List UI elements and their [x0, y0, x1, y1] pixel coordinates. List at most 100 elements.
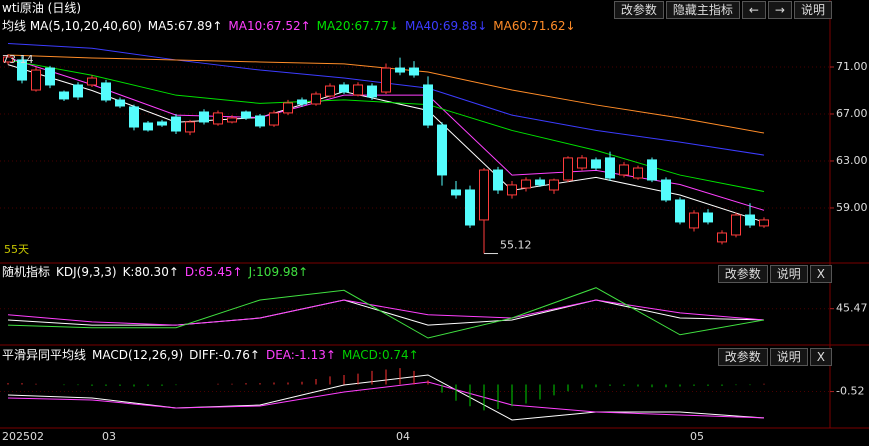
y-tick-label: 67.00 — [836, 107, 868, 120]
candle-body — [3, 56, 13, 63]
toolbar: 改参数 说明 X — [717, 265, 832, 283]
candle-body — [269, 112, 279, 126]
indicator-params: MACD(12,26,9) — [92, 348, 184, 362]
button[interactable]: ← — [741, 1, 766, 19]
button[interactable]: 改参数 — [717, 348, 768, 366]
indicator-line — [7, 59, 765, 193]
button[interactable]: 说明 — [769, 348, 808, 366]
panel-header: 随机指标 KDJ(9,3,3) K:80.30↑ D:65.45↑ J:109.98↑ — [2, 264, 314, 281]
candle-body — [73, 84, 83, 98]
candle-body — [451, 189, 461, 196]
toolbar: 改参数 说明 X — [717, 348, 832, 366]
candle-body — [409, 67, 419, 76]
candle-body — [717, 232, 727, 243]
candle-body — [521, 179, 531, 189]
indicator-line — [7, 42, 765, 156]
legend-entry: DEA:-1.13↑ — [265, 348, 336, 362]
candle-body — [549, 179, 559, 191]
candle-body — [577, 157, 587, 169]
candle-body — [157, 121, 167, 126]
x-tick-label: 03 — [102, 430, 116, 443]
candle-body — [213, 112, 223, 125]
y-tick-label: 71.00 — [836, 60, 868, 73]
candle-body — [353, 84, 363, 96]
y-tick-label: 45.47 — [836, 302, 868, 315]
low-label: 55.12 — [500, 239, 532, 252]
legend-entry: MACD:0.74↑ — [341, 348, 419, 362]
indicator-params: 均线 MA(5,10,20,40,60) — [2, 19, 142, 33]
panel-header: 平滑异同平均线 MACD(12,26,9) DIFF:-0.76↑ DEA:-1.13… — [2, 347, 425, 364]
candle-body — [17, 59, 27, 81]
candle-body — [283, 102, 293, 114]
candle-body — [381, 67, 391, 93]
candle-body — [255, 115, 265, 127]
candle-body — [661, 179, 671, 201]
candle-body — [605, 157, 615, 179]
candle-body — [563, 157, 573, 181]
candle-body — [759, 219, 769, 227]
indicator-line — [7, 299, 765, 326]
x-tick-label: 04 — [396, 430, 410, 443]
candle-body — [325, 85, 335, 97]
button[interactable]: 改参数 — [717, 265, 768, 283]
high-label: 73.14 — [2, 53, 34, 66]
candle-body — [675, 199, 685, 223]
x-tick-label: 202502 — [2, 430, 44, 443]
candle-body — [591, 159, 601, 169]
legend-entry: MA20:67.77↓ — [316, 19, 399, 33]
candle-body — [87, 77, 97, 86]
candle-body — [199, 111, 209, 123]
candle-body — [479, 169, 489, 221]
candle-body — [507, 184, 517, 196]
candle-body — [129, 106, 139, 128]
x-tick-label: 05 — [690, 430, 704, 443]
candle-body — [101, 82, 111, 101]
indicator-name: 随机指标 — [2, 265, 51, 279]
panel-header: 均线 MA(5,10,20,40,60) MA5:67.89↑ MA10:67.52… — [2, 18, 582, 35]
indicator-params: KDJ(9,3,3) — [56, 265, 117, 279]
candle-body — [31, 69, 41, 91]
candle-body — [171, 116, 181, 132]
candle-body — [465, 189, 475, 226]
toolbar: 改参数 隐藏主指标 ← → 说明 — [613, 1, 832, 19]
button[interactable]: → — [767, 1, 792, 19]
candle-body — [367, 85, 377, 98]
candle-body — [297, 99, 307, 105]
legend-entry: MA5:67.89↑ — [147, 19, 223, 33]
button[interactable]: 说明 — [769, 265, 808, 283]
legend-entry: MA40:69.88↓ — [404, 19, 488, 33]
candle-body — [423, 84, 433, 126]
candle-body — [339, 84, 349, 93]
candle-body — [745, 214, 755, 226]
legend-entry: D:65.45↑ — [184, 265, 243, 279]
button[interactable]: 改参数 — [613, 1, 664, 19]
y-tick-label: 59.00 — [836, 201, 868, 214]
candle-body — [493, 169, 503, 191]
indicator-name: 平滑异同平均线 — [2, 348, 87, 362]
indicator-line — [7, 381, 765, 419]
candle-body — [185, 121, 195, 133]
period-label: 55天 — [4, 243, 29, 256]
candle-body — [703, 212, 713, 223]
candle-body — [437, 124, 447, 176]
button[interactable]: 说明 — [793, 1, 832, 19]
legend-entry: MA10:67.52↑ — [228, 19, 311, 33]
legend-entry: J:109.98↑ — [248, 265, 309, 279]
candle-body — [115, 99, 125, 107]
indicator-line — [7, 287, 765, 339]
chart-title: wti原油 (日线) — [2, 1, 82, 15]
candle-body — [59, 91, 69, 100]
candle-body — [535, 179, 545, 186]
candle-body — [227, 117, 237, 123]
candle-body — [395, 67, 405, 73]
candle-body — [689, 212, 699, 229]
button[interactable]: 隐藏主指标 — [665, 1, 740, 19]
candle-body — [311, 93, 321, 105]
y-tick-label: -0.52 — [836, 385, 864, 398]
button[interactable]: X — [809, 348, 832, 366]
button[interactable]: X — [809, 265, 832, 283]
indicator-line — [7, 299, 765, 326]
candle-body — [633, 167, 643, 179]
